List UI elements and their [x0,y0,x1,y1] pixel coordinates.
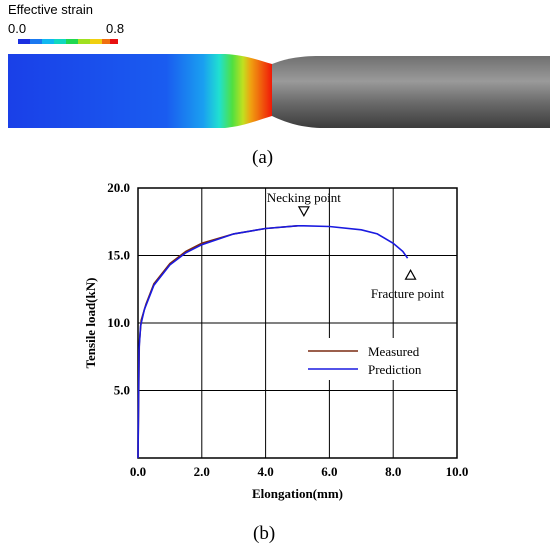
x-tick-label: 0.0 [130,464,146,479]
x-tick-label: 4.0 [257,464,273,479]
necking-point-label: Necking point [267,190,341,205]
y-axis-label: Tensile load(kN) [83,278,98,369]
necking-point-marker [297,206,310,218]
specimen-photo [272,56,550,128]
colorbar [18,39,118,44]
fracture-point-marker [404,268,417,280]
colorbar-title: Effective strain [8,2,94,17]
grid-lines [138,188,457,458]
strain-contour-specimen [8,54,272,128]
y-tick-label: 20.0 [107,180,130,195]
plot-frame [137,187,458,459]
panel-a-label: (a) [252,147,274,168]
chart-legend: Measured Prediction [300,338,440,380]
tick-labels: 0.0 2.0 4.0 6.0 8.0 10.0 5.0 10.0 15.0 20.0 [107,180,468,479]
x-tick-label: 2.0 [194,464,210,479]
fracture-point-label: Fracture point [371,286,445,301]
annotation-markers [297,206,417,280]
colorbar-min-label: 0.0 [8,21,27,36]
specimen-figure [8,54,550,128]
x-axis-label: Elongation(mm) [252,486,343,501]
legend-label-measured: Measured [368,344,420,359]
panel-b-label: (b) [253,523,276,544]
x-tick-label: 8.0 [385,464,401,479]
series-line-prediction [137,225,409,459]
legend-box [300,338,440,380]
y-tick-label: 15.0 [107,248,130,263]
colorbar-max-label: 0.8 [106,21,125,36]
series-layer [137,225,409,459]
y-tick-label: 5.0 [114,383,130,398]
x-tick-label: 6.0 [321,464,337,479]
x-tick-label: 10.0 [446,464,469,479]
series-line-measured [137,225,298,459]
load-elongation-chart: 0.0 2.0 4.0 6.0 8.0 10.0 5.0 10.0 15.0 20.0 Necki… [83,180,468,501]
y-tick-label: 10.0 [107,315,130,330]
legend-label-prediction: Prediction [368,362,422,377]
